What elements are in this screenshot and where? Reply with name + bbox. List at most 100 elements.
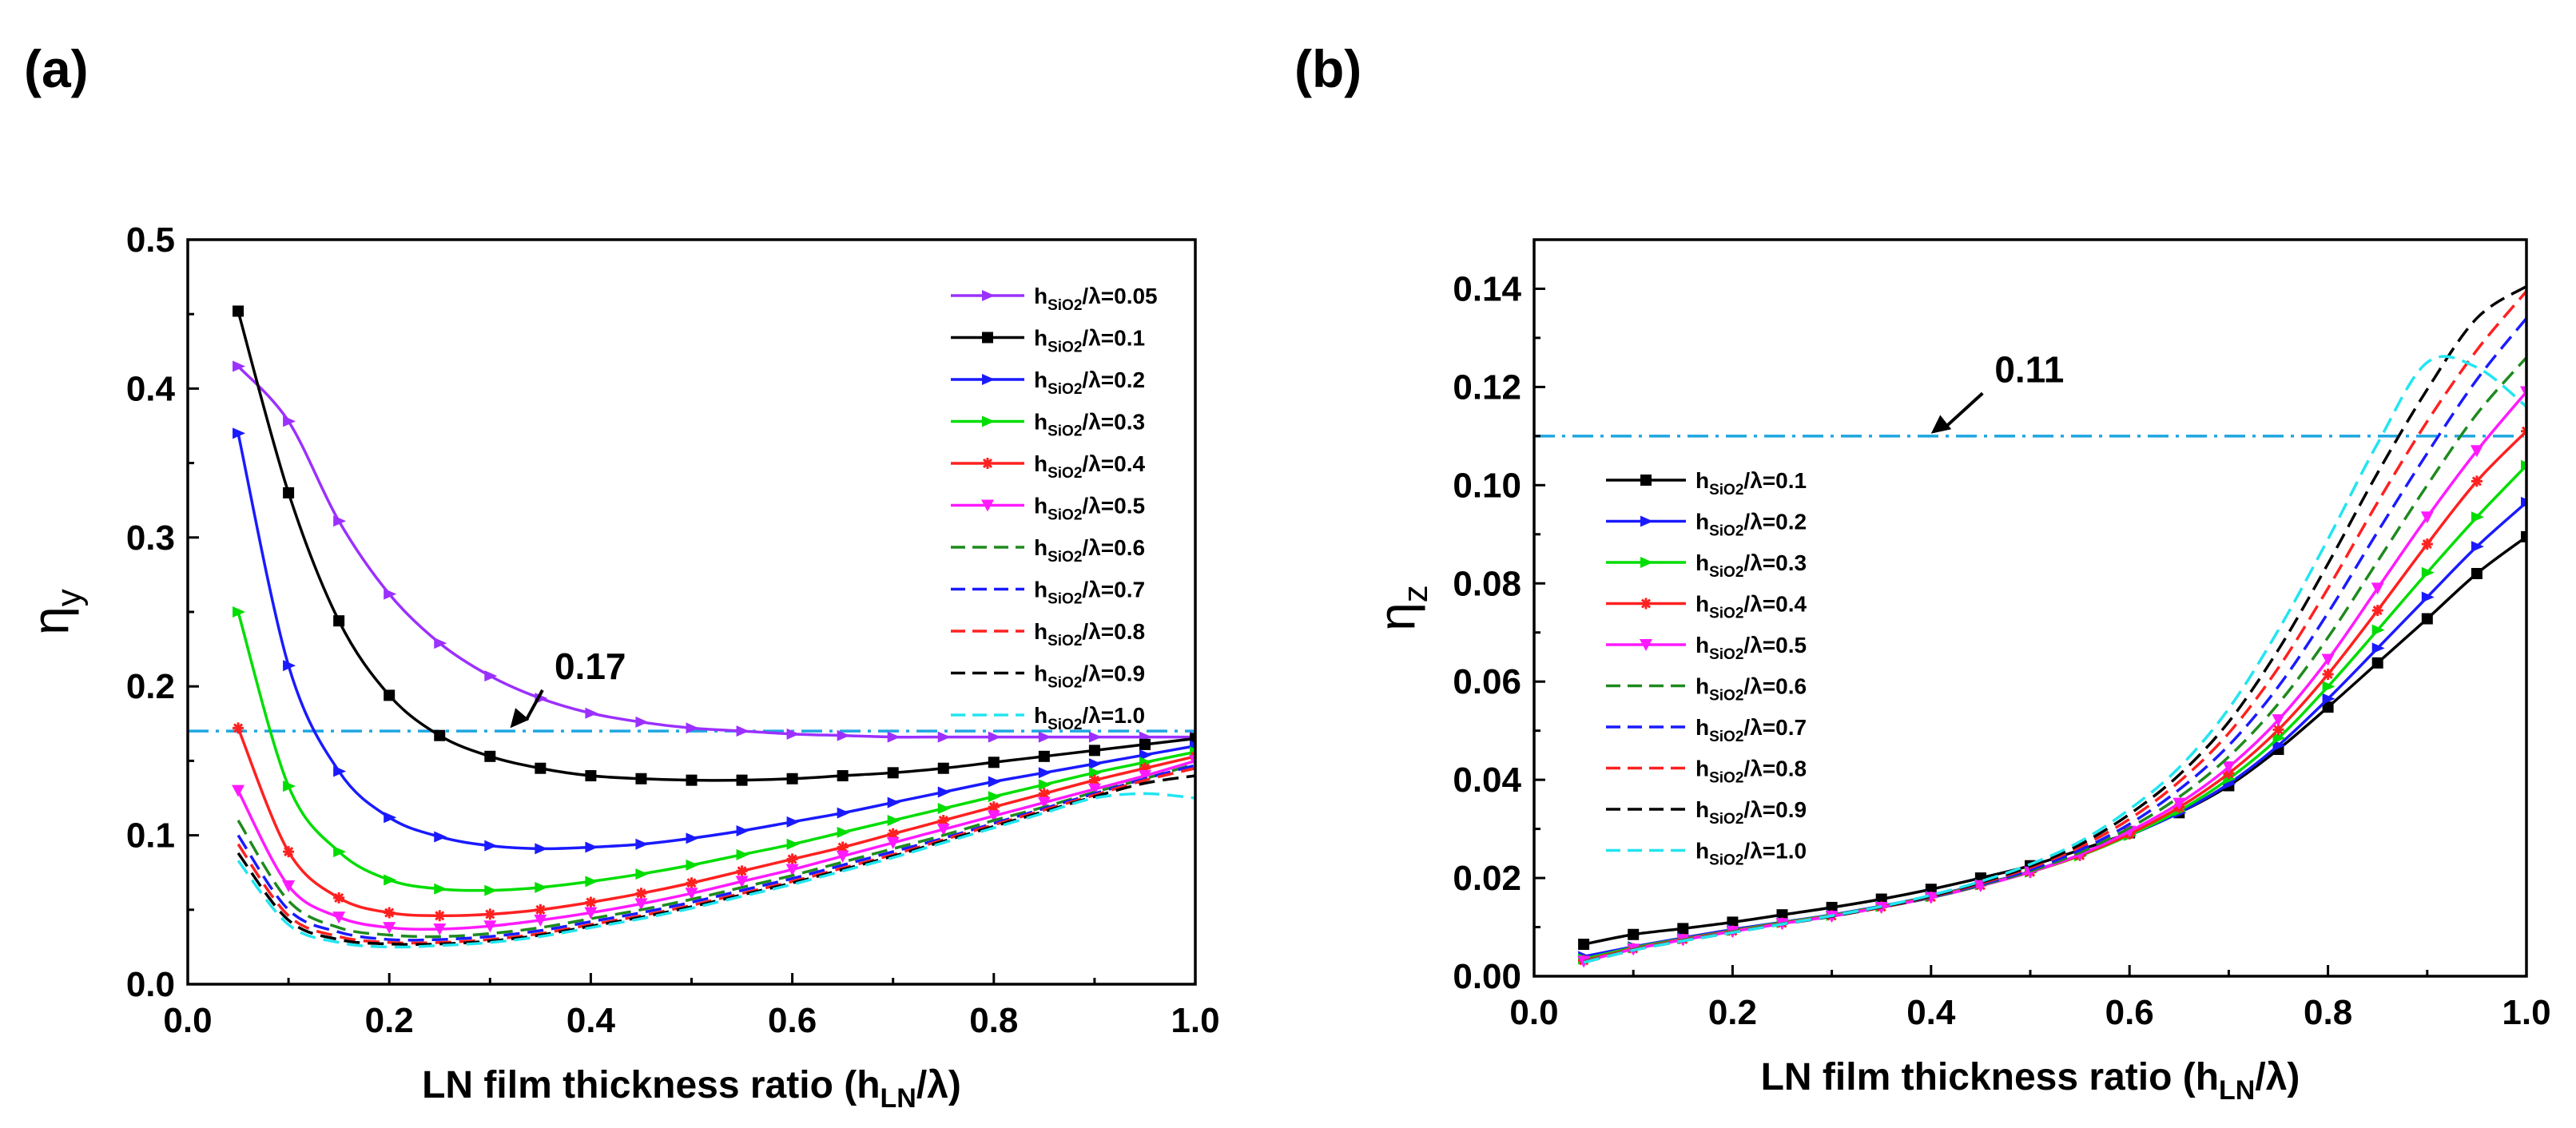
legend-entry: hSiO2/λ=0.6	[1695, 674, 1807, 705]
data-point	[988, 757, 1000, 769]
legend-entry: hSiO2/λ=0.8	[1695, 757, 1807, 787]
annotation-arrowhead	[510, 708, 530, 729]
data-point	[333, 765, 347, 777]
data-point	[837, 826, 850, 838]
data-point	[886, 836, 900, 849]
data-point	[1088, 758, 1102, 770]
y-tick-label: 0.14	[1453, 269, 1521, 308]
data-point	[1088, 745, 1100, 757]
data-point	[535, 762, 547, 774]
data-point	[2371, 582, 2384, 595]
data-point	[1640, 475, 1652, 486]
data-point	[1640, 598, 1652, 610]
data-point	[686, 877, 698, 889]
y-tick-label: 0.1	[126, 816, 175, 856]
data-point	[384, 588, 397, 600]
y-tick-label: 0.3	[126, 518, 175, 558]
data-point	[2321, 653, 2335, 666]
legend-entry: hSiO2/λ=0.4	[1034, 451, 1145, 482]
data-point	[2520, 386, 2526, 399]
data-point	[635, 773, 647, 784]
data-point	[1088, 731, 1102, 743]
series-line	[237, 759, 1195, 931]
data-point	[283, 660, 296, 672]
data-point	[1087, 783, 1101, 796]
data-point	[988, 791, 1001, 803]
data-point	[786, 728, 800, 740]
data-point	[937, 762, 949, 774]
legend-entry: hSiO2/λ=0.1	[1034, 326, 1145, 356]
data-point	[982, 290, 995, 301]
series-line	[237, 365, 1195, 739]
y-tick-label: 0.0	[126, 965, 175, 1004]
legend-entry: hSiO2/λ=0.7	[1034, 578, 1145, 608]
annotation-arrow	[1946, 391, 1984, 427]
legend-entry: hSiO2/λ=0.05	[1034, 284, 1158, 314]
data-point	[384, 907, 396, 919]
data-point	[233, 305, 244, 317]
data-point	[333, 515, 347, 527]
series-line	[237, 774, 1195, 947]
data-point	[1038, 788, 1050, 800]
data-point	[585, 841, 598, 853]
y-axis-label: ηz	[1368, 585, 1435, 631]
data-point	[1640, 515, 1653, 527]
data-point	[283, 846, 295, 858]
data-point	[283, 487, 295, 498]
data-point	[333, 615, 345, 627]
x-tick-label: 0.4	[1906, 993, 1956, 1032]
annotation-label: 0.17	[555, 645, 626, 687]
data-point	[2272, 714, 2285, 727]
x-axis-label: LN film thickness ratio (hLN/λ)	[1761, 1056, 2300, 1106]
data-point	[484, 670, 498, 682]
data-point	[786, 816, 800, 828]
data-point	[987, 810, 1000, 823]
legend-entry: hSiO2/λ=0.2	[1034, 367, 1145, 398]
data-point	[2421, 591, 2435, 603]
data-point	[981, 499, 994, 512]
data-point	[333, 846, 347, 858]
data-point	[982, 332, 993, 344]
legend-entry: hSiO2/λ=0.2	[1695, 510, 1807, 540]
data-point	[635, 868, 649, 880]
data-point	[2420, 511, 2434, 524]
legend-entry: hSiO2/λ=0.3	[1695, 550, 1807, 581]
data-point	[433, 923, 447, 936]
data-point	[2272, 732, 2286, 744]
data-point	[434, 637, 447, 649]
x-tick-label: 0.4	[566, 1001, 616, 1040]
data-point	[634, 898, 648, 911]
data-point	[2371, 657, 2383, 669]
data-point	[535, 904, 547, 916]
data-point	[2371, 605, 2383, 617]
data-point	[836, 850, 849, 863]
data-point	[686, 859, 699, 871]
data-point	[1727, 916, 1739, 928]
data-point	[434, 729, 446, 741]
data-point	[887, 731, 900, 743]
data-point	[283, 780, 296, 792]
data-point	[384, 812, 397, 824]
data-point	[1038, 779, 1051, 791]
legend-entry: hSiO2/λ=1.0	[1034, 703, 1145, 733]
legend-entry: hSiO2/λ=0.1	[1695, 468, 1807, 498]
data-point	[982, 415, 995, 427]
data-point	[383, 922, 396, 935]
panel-label-a: (a)	[24, 39, 89, 98]
data-point	[585, 896, 597, 908]
data-point	[1088, 774, 1100, 786]
data-point	[2272, 724, 2284, 736]
data-point	[736, 848, 749, 860]
data-point	[484, 840, 498, 852]
data-point	[686, 722, 699, 734]
y-tick-label: 0.10	[1453, 466, 1521, 505]
data-point	[1088, 767, 1102, 779]
legend: hSiO2/λ=0.1 hSiO2/λ=0.2 hSiO2/λ=0.3 hSiO2/λ…	[1606, 468, 1807, 869]
x-tick-label: 0.6	[768, 1001, 817, 1040]
data-point	[736, 774, 748, 786]
data-point	[2173, 797, 2186, 810]
data-point	[786, 838, 800, 850]
x-tick-label: 0.8	[2304, 993, 2352, 1032]
data-point	[333, 892, 345, 904]
